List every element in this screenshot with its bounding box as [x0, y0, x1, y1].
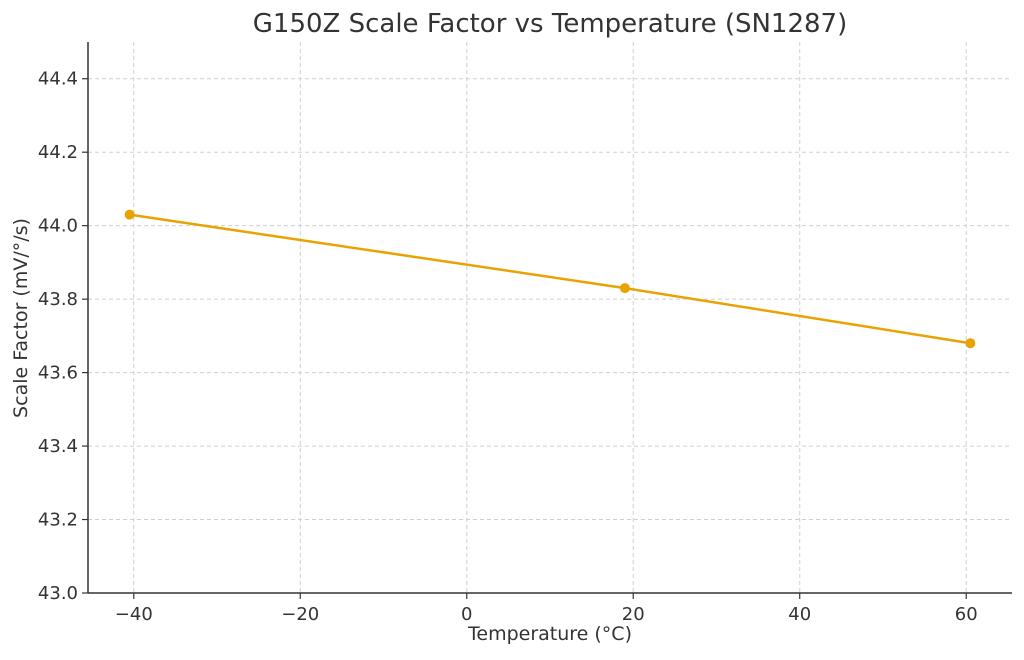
y-tick-label: 43.8 — [38, 289, 78, 310]
data-point — [124, 209, 135, 220]
x-tick-label: −20 — [281, 604, 319, 625]
y-tick-label: 44.0 — [38, 216, 78, 237]
series — [124, 209, 976, 349]
x-tick-label: 40 — [788, 604, 811, 625]
data-point — [619, 283, 630, 294]
x-tick-label: −40 — [115, 604, 153, 625]
grid — [88, 42, 1012, 594]
y-tick-label: 43.4 — [38, 436, 78, 457]
x-tick-label: 20 — [622, 604, 645, 625]
y-tick-label: 43.2 — [38, 510, 78, 531]
axes — [87, 42, 1012, 594]
x-tick-label: 0 — [461, 604, 472, 625]
y-tick-label: 43.0 — [38, 583, 78, 604]
y-tick-label: 43.6 — [38, 363, 78, 384]
ticks: −40 −20 0 20 40 60 43.0 43.2 43.4 43.6 43.8 44.0 44.… — [38, 69, 978, 625]
series-line — [129, 213, 971, 345]
chart-title: G150Z Scale Factor vs Temperature (SN128… — [253, 9, 847, 39]
y-tick-label: 44.4 — [38, 69, 78, 90]
y-tick-label: 44.2 — [38, 142, 78, 163]
x-tick-label: 60 — [955, 604, 978, 625]
data-point — [965, 338, 976, 349]
y-axis-label: Scale Factor (mV/°/s) — [10, 218, 32, 418]
x-axis-label: Temperature (°C) — [467, 623, 632, 645]
